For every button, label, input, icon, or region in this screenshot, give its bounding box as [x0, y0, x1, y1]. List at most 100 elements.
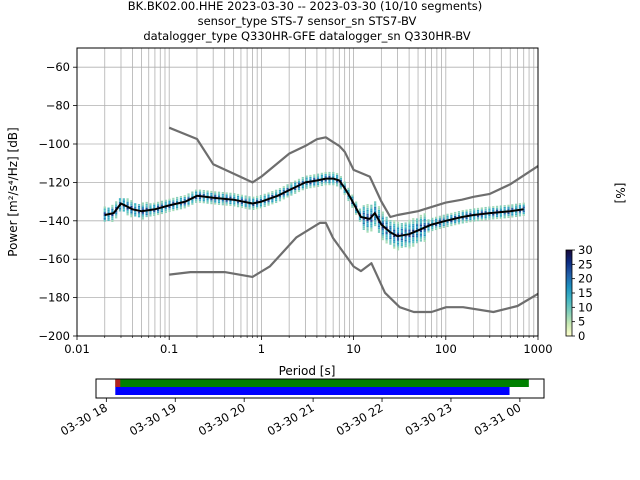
histogram-cell [393, 223, 396, 226]
histogram-cell [168, 198, 171, 201]
coverage-timeline: 03-30 18 03-30 19 03-30 20 03-30 21 03-30 22… [58, 378, 545, 438]
series-line-nlnm [169, 221, 539, 314]
histogram-cell [412, 239, 415, 242]
timeline-tick-label: 03-30 19 [127, 400, 179, 438]
histogram-cell [233, 195, 236, 197]
histogram-cell [278, 188, 282, 190]
histogram-cell [244, 203, 247, 205]
histogram-cell [438, 219, 442, 222]
histogram-cell [457, 214, 461, 217]
histogram-cell [183, 202, 186, 205]
histogram-cell [473, 208, 476, 211]
histogram-cell [236, 205, 240, 208]
histogram-cell [115, 201, 118, 204]
histogram-cell [393, 221, 396, 224]
histogram-cell [214, 198, 217, 201]
histogram-cell [137, 204, 141, 206]
histogram-cell [347, 197, 350, 200]
histogram-cell [370, 208, 373, 211]
histogram-cell [442, 216, 445, 219]
histogram-cell [469, 210, 472, 213]
histogram-cell [495, 217, 499, 220]
histogram-cell [370, 206, 373, 209]
histogram-cell [454, 211, 457, 214]
histogram-cell [164, 201, 167, 204]
histogram-cell [408, 242, 411, 245]
histogram-cell [229, 192, 232, 195]
histogram-cell [240, 198, 243, 201]
histogram-cell [435, 220, 438, 223]
histogram-cell [126, 207, 129, 210]
histogram-cell [118, 198, 122, 200]
x-axis-label: Period [s] [279, 364, 336, 378]
histogram-cell [122, 200, 125, 202]
histogram-cell [282, 197, 285, 200]
histogram-cell [305, 187, 308, 189]
histogram-cell [396, 221, 400, 224]
histogram-cell [328, 171, 331, 174]
histogram-cell [324, 175, 327, 178]
histogram-cell [377, 229, 381, 231]
histogram-cell [465, 217, 468, 220]
histogram-cell [423, 232, 426, 235]
histogram-cell [294, 192, 297, 194]
histogram-cell [259, 196, 263, 199]
histogram-cell [427, 226, 430, 229]
histogram-cell [461, 219, 464, 222]
colorbar-tick-label: 5 [578, 315, 585, 329]
histogram-cell [225, 203, 228, 206]
histogram-cell [381, 211, 384, 214]
histogram-cell [435, 218, 438, 221]
histogram-cell [374, 210, 377, 213]
histogram-cell [381, 228, 384, 231]
y-tick-label: −180 [38, 291, 70, 305]
histogram-cell [377, 231, 381, 233]
histogram-cell [240, 194, 243, 197]
histogram-cell [214, 202, 217, 205]
histogram-cell [335, 173, 339, 175]
histogram-cell [408, 229, 411, 232]
histogram-cell [389, 219, 392, 222]
histogram-cell [198, 197, 202, 200]
histogram-cell [187, 204, 190, 207]
histogram-cell [488, 210, 491, 213]
histogram-cell [362, 205, 365, 207]
histogram-cell [126, 204, 129, 206]
histogram-cell [427, 230, 430, 233]
histogram-cell [446, 215, 449, 218]
timeline-tick-label: 03-30 22 [334, 400, 386, 438]
histogram-cell [263, 203, 266, 206]
histogram-cell [301, 184, 304, 187]
histogram-cell [431, 225, 434, 228]
histogram-cell [130, 211, 133, 214]
histogram-cell [320, 176, 323, 179]
histogram-cell [374, 220, 377, 223]
histogram-cell [115, 214, 118, 217]
histogram-cell [408, 238, 411, 241]
histogram-cell [358, 220, 362, 222]
histogram-cell [301, 186, 304, 189]
histogram-cell [252, 204, 255, 207]
histogram-cell [225, 194, 228, 197]
histogram-cell [111, 208, 114, 211]
histogram-cell [332, 179, 335, 182]
histogram-cell [316, 173, 320, 176]
histogram-cell [221, 201, 224, 204]
histogram-cell [225, 196, 228, 199]
histogram-cell [374, 218, 377, 221]
histogram-cell [297, 188, 301, 191]
histogram-cell [423, 236, 426, 239]
histogram-cell [191, 195, 194, 198]
histogram-cell [217, 195, 221, 198]
histogram-cell [355, 213, 358, 215]
histogram-cell [412, 243, 415, 245]
histogram-cell [518, 203, 522, 205]
histogram-cell [191, 202, 194, 205]
histogram-cell [267, 200, 270, 202]
histogram-cell [404, 228, 407, 230]
histogram-cell [370, 227, 373, 230]
histogram-cell [400, 242, 403, 245]
histogram-cell [297, 182, 301, 185]
histogram-cell [271, 200, 274, 203]
